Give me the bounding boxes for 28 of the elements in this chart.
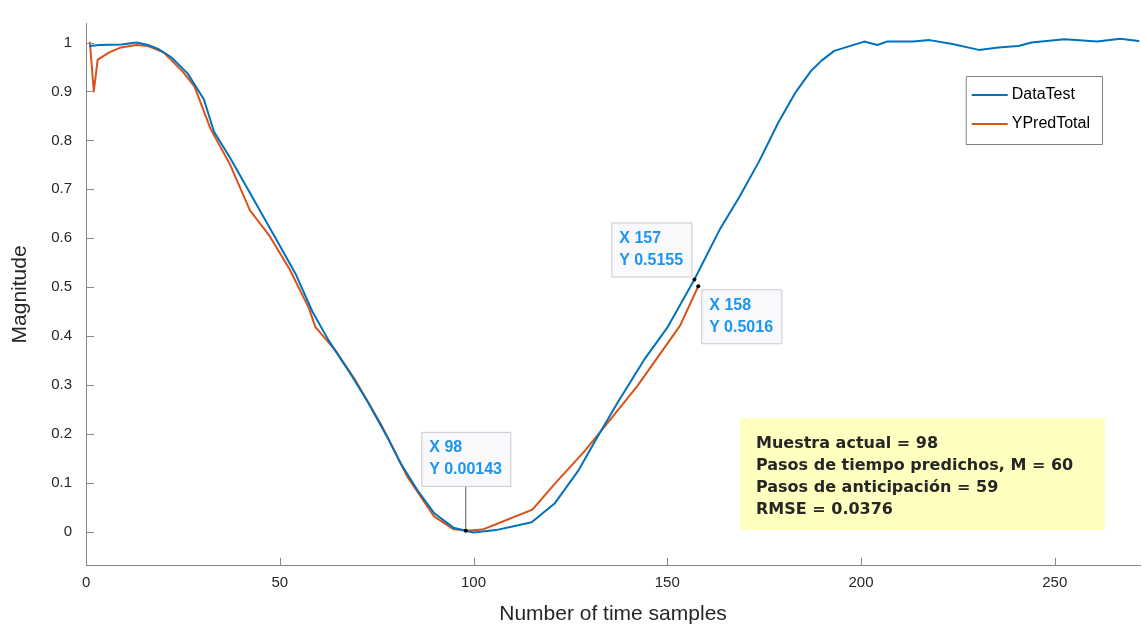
annotation: X 98 Y 0.00143: [429, 438, 503, 478]
annotation: Pasos de tiempo predichos, M = 60: [756, 454, 1075, 476]
y-tick-label: 1: [63, 32, 73, 50]
legend-label: YPredTotal: [1011, 114, 1090, 132]
y-tick-label: 0.8: [51, 130, 73, 148]
y-tick-label: 0.3: [51, 375, 73, 393]
x-tick-label: 250: [1042, 572, 1068, 590]
x-axis-title: Number of time samples: [499, 601, 727, 625]
annotation: RMSE = 0.0376: [756, 498, 894, 520]
y-axis-title: Magnitude: [7, 245, 31, 344]
annotation: X 158 Y 0.5016: [709, 295, 774, 335]
x-tick-label: 50: [271, 572, 289, 590]
y-tick-label: 0.6: [51, 228, 73, 246]
y-tick-label: 0.2: [51, 423, 73, 441]
annotation: Muestra actual = 98: [756, 432, 939, 454]
x-tick-label: 100: [461, 572, 487, 590]
y-tick-label: 0.7: [51, 179, 73, 197]
y-tick-label: 0: [63, 521, 73, 539]
x-tick-label: 150: [654, 572, 680, 590]
annotation: X 157 Y 0.5155: [619, 228, 684, 268]
y-tick-label: 0.9: [51, 81, 73, 99]
y-tick-label: 0.1: [51, 472, 73, 490]
x-tick-label: 0: [81, 572, 91, 590]
y-tick-label: 0.5: [51, 277, 73, 295]
x-tick-label: 200: [848, 572, 874, 590]
y-tick-label: 0.4: [51, 326, 73, 344]
annotation: Pasos de anticipación = 59: [756, 476, 1000, 498]
legend-label: DataTest: [1011, 85, 1076, 103]
